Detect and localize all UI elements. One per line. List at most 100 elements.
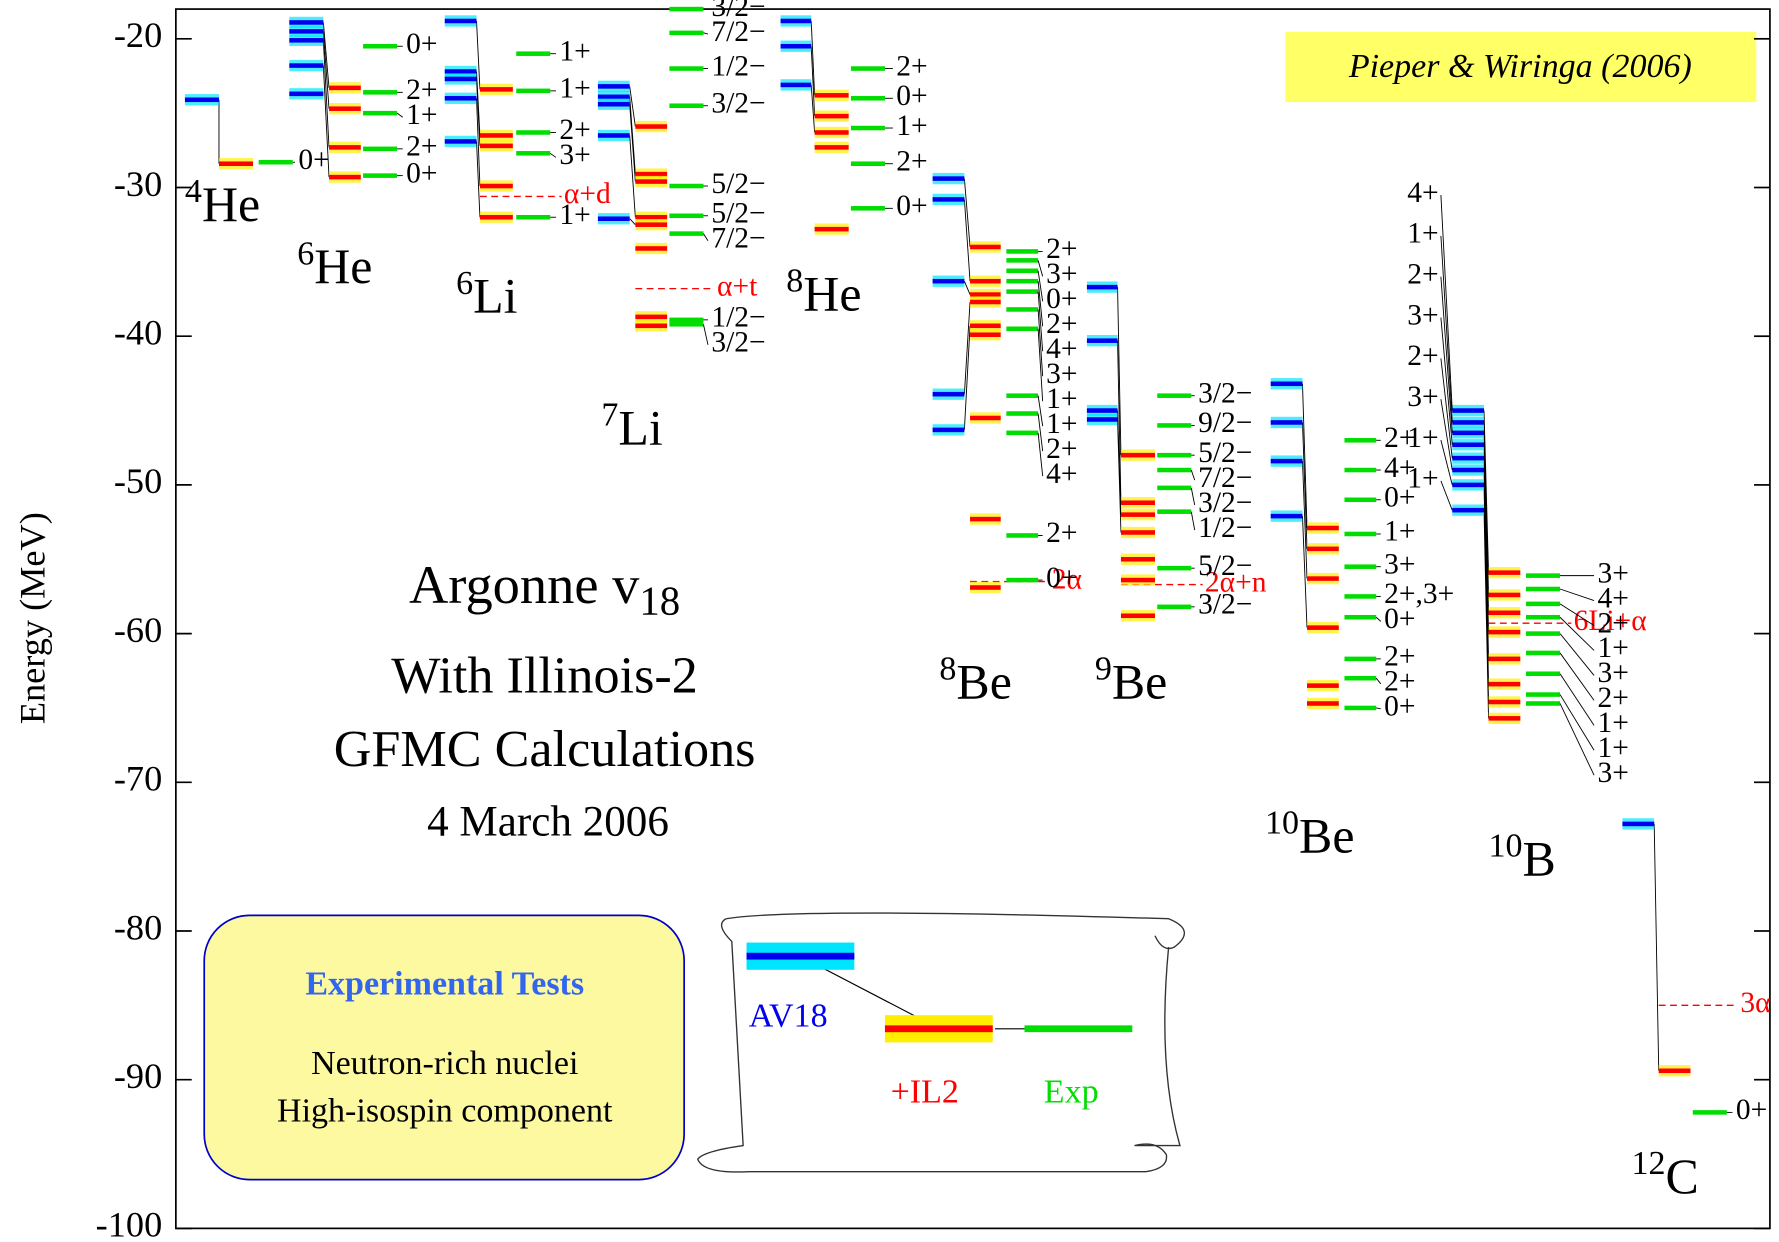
level <box>1659 1069 1691 1074</box>
element: Li <box>473 269 517 324</box>
level <box>1489 630 1521 635</box>
level <box>1526 573 1560 578</box>
connector <box>964 281 970 294</box>
level <box>1157 393 1191 398</box>
info-box-title: Experimental Tests <box>305 966 584 1003</box>
attribution: Pieper & Wiringa (2006) <box>1348 48 1692 85</box>
level <box>933 197 965 202</box>
spin-label: 3+ <box>559 139 590 171</box>
level <box>1006 258 1038 263</box>
level <box>445 69 477 74</box>
y-tick-label: -60 <box>114 610 162 650</box>
level <box>1344 657 1376 662</box>
mass-number: 7 <box>601 396 618 433</box>
level <box>1526 701 1560 706</box>
level <box>598 216 630 221</box>
level <box>289 29 323 34</box>
level <box>1489 657 1521 662</box>
spin-label: 1+ <box>406 99 437 131</box>
level <box>1526 615 1560 620</box>
level <box>1526 651 1560 656</box>
level <box>635 215 667 220</box>
mass-number: 4 <box>185 173 202 210</box>
level <box>1344 594 1376 599</box>
mass-number: 6 <box>297 235 314 272</box>
level <box>1006 249 1038 254</box>
spin-label: 5/2− <box>711 168 765 200</box>
level <box>669 231 703 236</box>
level <box>1526 587 1560 592</box>
level <box>1489 682 1521 687</box>
level <box>1271 420 1303 425</box>
spin-leader <box>1038 433 1043 476</box>
spin-leader <box>1560 634 1594 676</box>
spin-leader <box>1560 703 1594 775</box>
level <box>970 585 1001 590</box>
level <box>1006 578 1038 583</box>
level <box>1344 532 1376 537</box>
level <box>329 86 361 91</box>
y-tick-label: -70 <box>114 759 162 799</box>
spin-leader <box>1441 236 1452 423</box>
level <box>445 139 477 144</box>
level <box>1489 716 1521 721</box>
level <box>1452 483 1484 488</box>
title-main: Argonne v <box>409 553 640 614</box>
spin-label: 3/2− <box>1198 589 1252 621</box>
level <box>1121 613 1155 618</box>
spin-label: 0+ <box>1384 691 1415 723</box>
spin-leader <box>1560 674 1594 726</box>
title: Argonne v18 <box>409 553 680 624</box>
level <box>635 124 667 129</box>
level <box>851 66 885 71</box>
connector <box>1302 384 1307 528</box>
level <box>933 392 965 397</box>
mass-number: 6 <box>456 265 473 302</box>
level <box>1452 442 1484 447</box>
level <box>815 114 849 119</box>
level <box>1693 1110 1727 1115</box>
spin-label: 1+ <box>559 35 590 67</box>
level <box>669 184 703 189</box>
spin-leader <box>703 324 708 344</box>
level <box>1344 676 1376 681</box>
spin-label: 9/2− <box>1198 407 1252 439</box>
level <box>598 84 630 89</box>
spin-label: 0+ <box>406 157 437 189</box>
level <box>1489 570 1521 575</box>
level <box>815 130 849 135</box>
level <box>1006 279 1038 284</box>
level <box>669 103 703 108</box>
level <box>1157 605 1191 610</box>
spin-label: 5/2− <box>1198 550 1252 582</box>
spin-label: 0+ <box>896 190 927 222</box>
nucleus-name: 6He <box>297 235 372 295</box>
spin-label: 4+ <box>1407 177 1438 209</box>
spin-label: 0+ <box>1736 1094 1767 1126</box>
level <box>635 222 667 227</box>
level <box>445 96 477 101</box>
spin-label: 1/2− <box>1198 512 1252 544</box>
level <box>363 111 397 116</box>
level <box>851 161 885 166</box>
level <box>1622 822 1654 827</box>
level <box>1526 671 1560 676</box>
spin-label: 1+ <box>559 199 590 231</box>
level <box>1006 289 1038 294</box>
spin-leader <box>1441 481 1452 510</box>
spin-label: 2+ <box>1046 517 1077 549</box>
level <box>1121 557 1155 562</box>
level <box>815 145 849 150</box>
level <box>1121 512 1155 517</box>
spin-label: 1+ <box>1407 463 1438 495</box>
chart: Energy (MeV) Pieper & Wiringa (2006) Arg… <box>0 0 1779 1242</box>
level <box>1526 631 1560 636</box>
element: C <box>1666 1149 1699 1204</box>
level <box>781 19 812 24</box>
y-tick-label: -80 <box>114 907 162 947</box>
level <box>1121 578 1155 583</box>
level <box>329 175 361 180</box>
y-tick-label: -20 <box>114 15 162 55</box>
spin-label: 2+ <box>896 50 927 82</box>
level <box>1307 683 1339 688</box>
